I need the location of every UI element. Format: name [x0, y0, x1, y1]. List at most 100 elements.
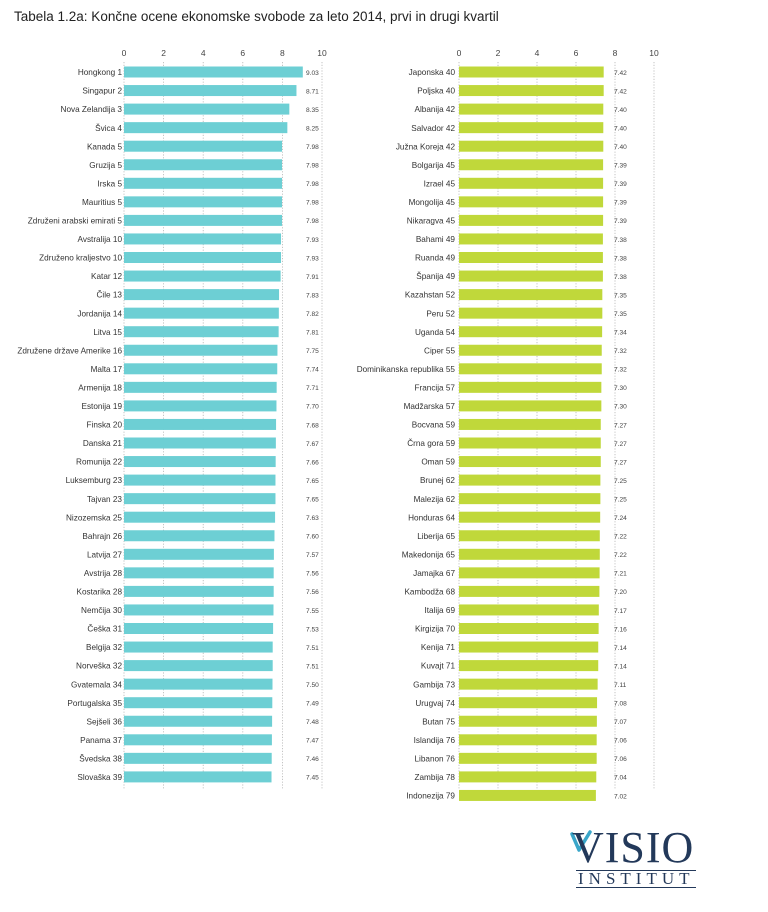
category-label: Uganda 54 [415, 328, 456, 337]
bar [124, 196, 283, 208]
value-label: 7.32 [614, 367, 627, 374]
value-label: 7.70 [306, 404, 319, 411]
bar [124, 678, 273, 690]
bar [124, 715, 273, 727]
x-tick-label: 4 [201, 48, 206, 58]
category-label: Češka 31 [87, 624, 122, 634]
value-label: 7.40 [614, 144, 627, 151]
value-label: 7.98 [306, 181, 319, 188]
value-label: 7.34 [614, 330, 627, 337]
bar [124, 400, 277, 412]
x-tick-label: 6 [574, 48, 579, 58]
value-label: 7.98 [306, 163, 319, 170]
bar [124, 511, 276, 523]
value-label: 7.08 [614, 701, 627, 708]
bar [459, 214, 604, 226]
bar [459, 270, 603, 282]
value-label: 7.48 [306, 719, 319, 726]
bar [124, 122, 288, 134]
bar [124, 363, 278, 375]
x-tick-label: 2 [496, 48, 501, 58]
value-label: 7.02 [614, 793, 627, 800]
bar [459, 66, 604, 78]
bar [124, 85, 297, 97]
value-label: 7.71 [306, 385, 319, 392]
category-label: Kambodža 68 [404, 588, 455, 597]
value-label: 7.46 [306, 756, 319, 763]
value-label: 7.35 [614, 292, 627, 299]
bar [124, 567, 274, 579]
category-label: Gambija 73 [413, 680, 455, 689]
bar [459, 177, 604, 189]
category-label: Tajvan 23 [87, 495, 122, 504]
value-label: 7.57 [306, 552, 319, 559]
category-label: Belgija 32 [86, 643, 122, 652]
value-label: 7.39 [614, 181, 627, 188]
category-label: Katar 12 [91, 272, 122, 281]
category-label: Avstrija 28 [84, 569, 123, 578]
bar [124, 326, 279, 338]
category-label: Butan 75 [422, 717, 455, 726]
category-label: Poljska 40 [417, 87, 455, 96]
bar [459, 493, 601, 505]
x-tick-label: 8 [613, 48, 618, 58]
bar [124, 233, 282, 245]
category-label: Panama 37 [80, 736, 122, 745]
bar [459, 641, 599, 653]
value-label: 7.20 [614, 589, 627, 596]
value-label: 7.07 [614, 719, 627, 726]
x-tick-label: 2 [161, 48, 166, 58]
bar [124, 344, 278, 356]
value-label: 7.30 [614, 404, 627, 411]
category-label: Latvija 27 [87, 550, 122, 559]
category-label: Litva 15 [93, 328, 122, 337]
category-label: Nikaragva 45 [407, 217, 456, 226]
logo-main-text: VISIO [572, 823, 695, 872]
value-label: 7.53 [306, 626, 319, 633]
category-label: Mongolija 45 [409, 198, 456, 207]
x-tick-label: 4 [535, 48, 540, 58]
x-tick-label: 0 [457, 48, 462, 58]
bar [459, 252, 603, 263]
value-label: 8.25 [306, 125, 319, 132]
value-label: 7.40 [614, 125, 627, 132]
value-label: 7.93 [306, 255, 319, 262]
category-label: Združeni arabski emirati 5 [28, 217, 123, 226]
value-label: 7.22 [614, 552, 627, 559]
value-label: 9.03 [306, 70, 319, 77]
category-label: Južna Koreja 42 [396, 142, 456, 151]
bar [459, 623, 599, 634]
category-label: Indonezija 79 [406, 792, 455, 801]
bar [459, 678, 598, 690]
value-label: 7.98 [306, 200, 319, 207]
category-label: Kenija 71 [421, 643, 456, 652]
bar [459, 289, 603, 301]
category-label: Libanon 76 [414, 754, 455, 763]
value-label: 7.91 [306, 274, 319, 281]
value-label: 7.40 [614, 107, 627, 114]
category-label: Kanada 5 [87, 142, 123, 151]
bar [124, 252, 282, 263]
category-label: Združeno kraljestvo 10 [39, 254, 122, 263]
bar [459, 715, 597, 727]
category-label: Armenija 18 [78, 383, 122, 392]
value-label: 7.66 [306, 459, 319, 466]
category-label: Italija 69 [425, 606, 456, 615]
value-label: 7.27 [614, 459, 627, 466]
value-label: 7.04 [614, 775, 627, 782]
bar [459, 344, 602, 356]
category-label: Gvatemala 34 [71, 680, 122, 689]
bar [459, 548, 600, 560]
bar [459, 159, 604, 171]
bar [459, 789, 596, 801]
bar [459, 585, 600, 597]
value-label: 7.38 [614, 274, 627, 281]
category-label: Norveška 32 [76, 662, 122, 671]
category-label: Jordanija 14 [77, 309, 122, 318]
value-label: 7.83 [306, 292, 319, 299]
value-label: 7.65 [306, 478, 319, 485]
value-label: 7.56 [306, 589, 319, 596]
category-label: Malta 17 [91, 365, 123, 374]
bar [459, 752, 597, 764]
